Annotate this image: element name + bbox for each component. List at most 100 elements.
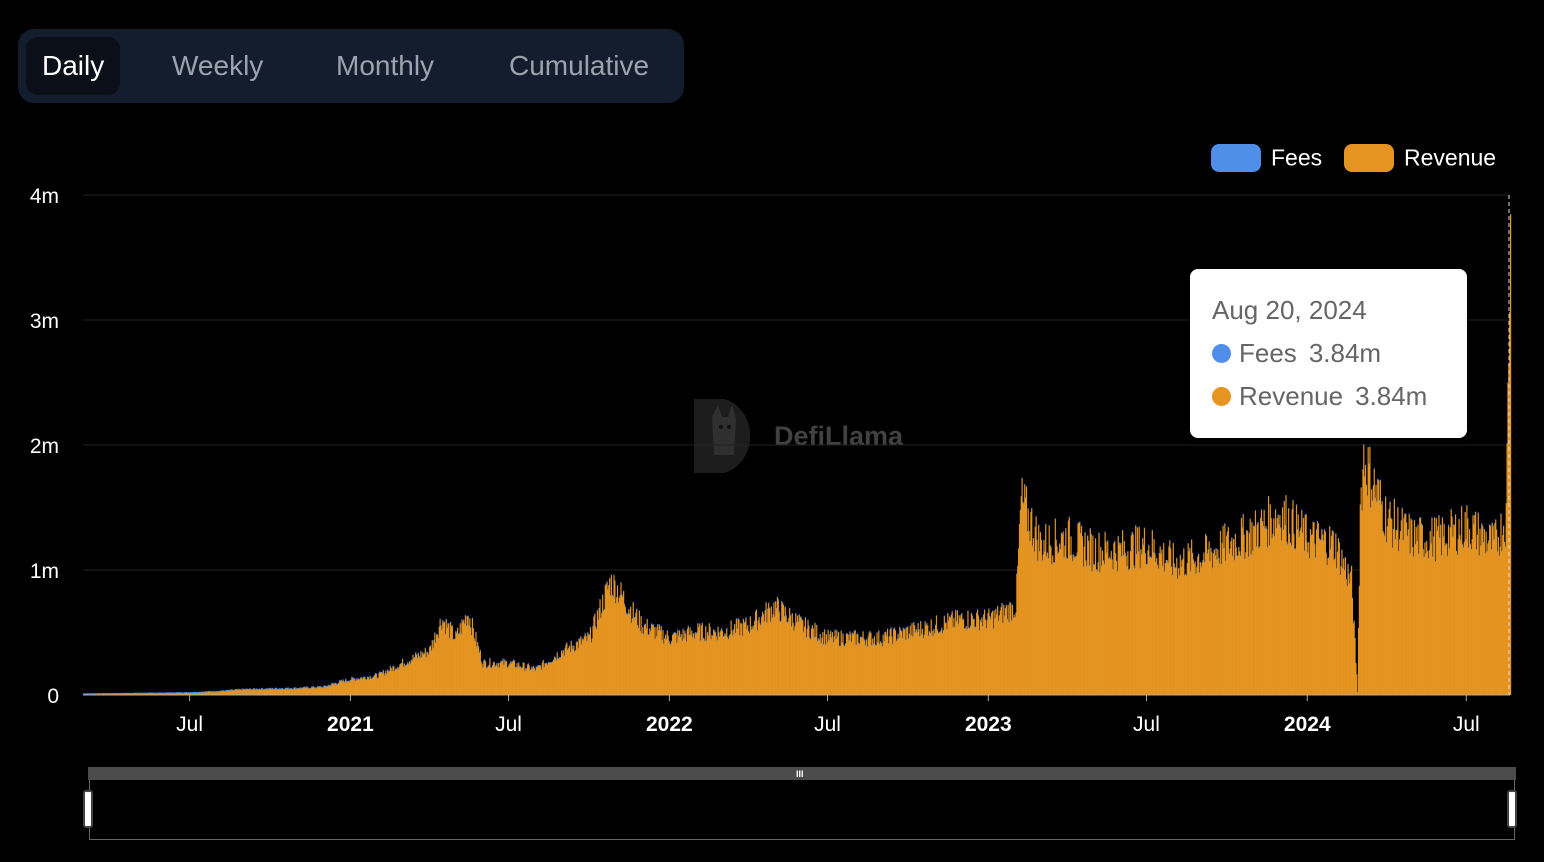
fees-bar [1420,523,1423,525]
revenue-bar [526,669,528,695]
revenue-bar [914,632,917,695]
revenue-bar [549,663,551,695]
revenue-bar [799,617,801,695]
fees-bar [235,688,238,691]
revenue-bar [1322,535,1324,695]
fees-bar [1423,556,1425,558]
revenue-bar [946,629,948,695]
zoom-handle-left[interactable] [83,790,93,828]
fees-bar [1066,557,1068,559]
fees-bar [263,689,265,691]
revenue-bar [190,693,192,695]
fees-bar [417,652,419,654]
fees-bar [1279,514,1281,517]
fees-bar [1140,549,1142,551]
zoom-bar[interactable]: III [88,767,1516,780]
fees-bar [1096,570,1098,572]
legend-item-revenue[interactable]: Revenue [1344,143,1496,172]
revenue-bar [1447,525,1450,695]
fees-bar [496,662,498,665]
revenue-bar [649,629,651,695]
revenue-bar [1128,570,1130,695]
fees-bar [1059,548,1062,550]
fees-bar [1392,528,1395,531]
fees-bar [450,626,453,628]
revenue-bar [600,618,602,695]
revenue-bar [260,690,262,695]
revenue-bar [208,692,211,695]
revenue-bar [284,688,287,695]
grip-icon[interactable]: III [796,769,804,779]
revenue-bar [639,631,641,695]
revenue-bar [1317,524,1319,695]
fees-bar [939,632,941,634]
revenue-bar [1246,531,1249,695]
fees-bar [512,661,514,663]
fees-bar [834,629,836,631]
revenue-bar [767,609,769,695]
fees-bar [1494,523,1496,525]
fees-bar [665,638,668,641]
fees-bar [630,622,633,624]
revenue-bar [503,665,505,695]
revenue-bar [325,687,328,695]
fees-bar [1122,555,1125,557]
fees-bar [1447,524,1450,526]
revenue-bar [1223,548,1225,695]
revenue-bar [1473,524,1475,695]
revenue-bar [663,644,665,695]
fees-bar [595,626,597,628]
revenue-bar [367,677,369,695]
fees-bar [334,682,336,684]
revenue-bar [841,643,843,695]
revenue-bar [534,671,536,695]
revenue-bar [708,624,710,695]
fees-bar [630,606,632,608]
revenue-bar [252,689,254,695]
revenue-bar [460,634,462,695]
fees-bar [1500,513,1502,515]
tab-monthly[interactable]: Monthly [336,50,435,81]
fees-bar [1510,214,1512,216]
revenue-bar [1053,563,1056,695]
zoom-slider[interactable]: III [83,767,1517,840]
fees-bar [1491,522,1493,524]
fees-bar [681,640,683,642]
tab-weekly[interactable]: Weekly [172,50,264,81]
revenue-bar [184,693,186,695]
tab-cumulative[interactable]: Cumulative [509,50,650,81]
revenue-bar [888,637,890,695]
revenue-bar [348,682,350,695]
revenue-bar [1162,566,1164,695]
revenue-bar [389,666,391,695]
fees-bar [253,688,255,690]
revenue-bar [496,663,498,695]
revenue-bar [969,626,972,695]
fees-bar [264,689,266,691]
zoom-handle-right[interactable] [1507,790,1517,828]
fees-bar [1252,550,1254,553]
fees-bar [1223,547,1225,550]
legend-item-fees[interactable]: Fees [1211,143,1322,172]
fees-bar [585,635,587,637]
revenue-bar [153,693,155,695]
fees-bar [1310,535,1312,537]
revenue-bar [470,635,473,695]
revenue-bar [585,636,587,695]
revenue-bar [1154,554,1156,695]
fees-bar [1368,463,1370,465]
fees-bar [717,626,719,628]
revenue-bar [1350,572,1352,695]
zoom-window[interactable] [89,780,1515,840]
tab-daily[interactable]: Daily [26,37,121,95]
fees-bar [1253,526,1256,528]
revenue-bar [1381,501,1383,695]
revenue-bar [170,693,172,695]
revenue-bar [1495,520,1497,695]
revenue-bar [1454,515,1457,695]
fees-bar [1269,504,1271,506]
revenue-bar [159,693,161,695]
fees-bar [1377,478,1379,481]
fees-bar [1383,532,1385,534]
fees-bar [901,637,903,639]
